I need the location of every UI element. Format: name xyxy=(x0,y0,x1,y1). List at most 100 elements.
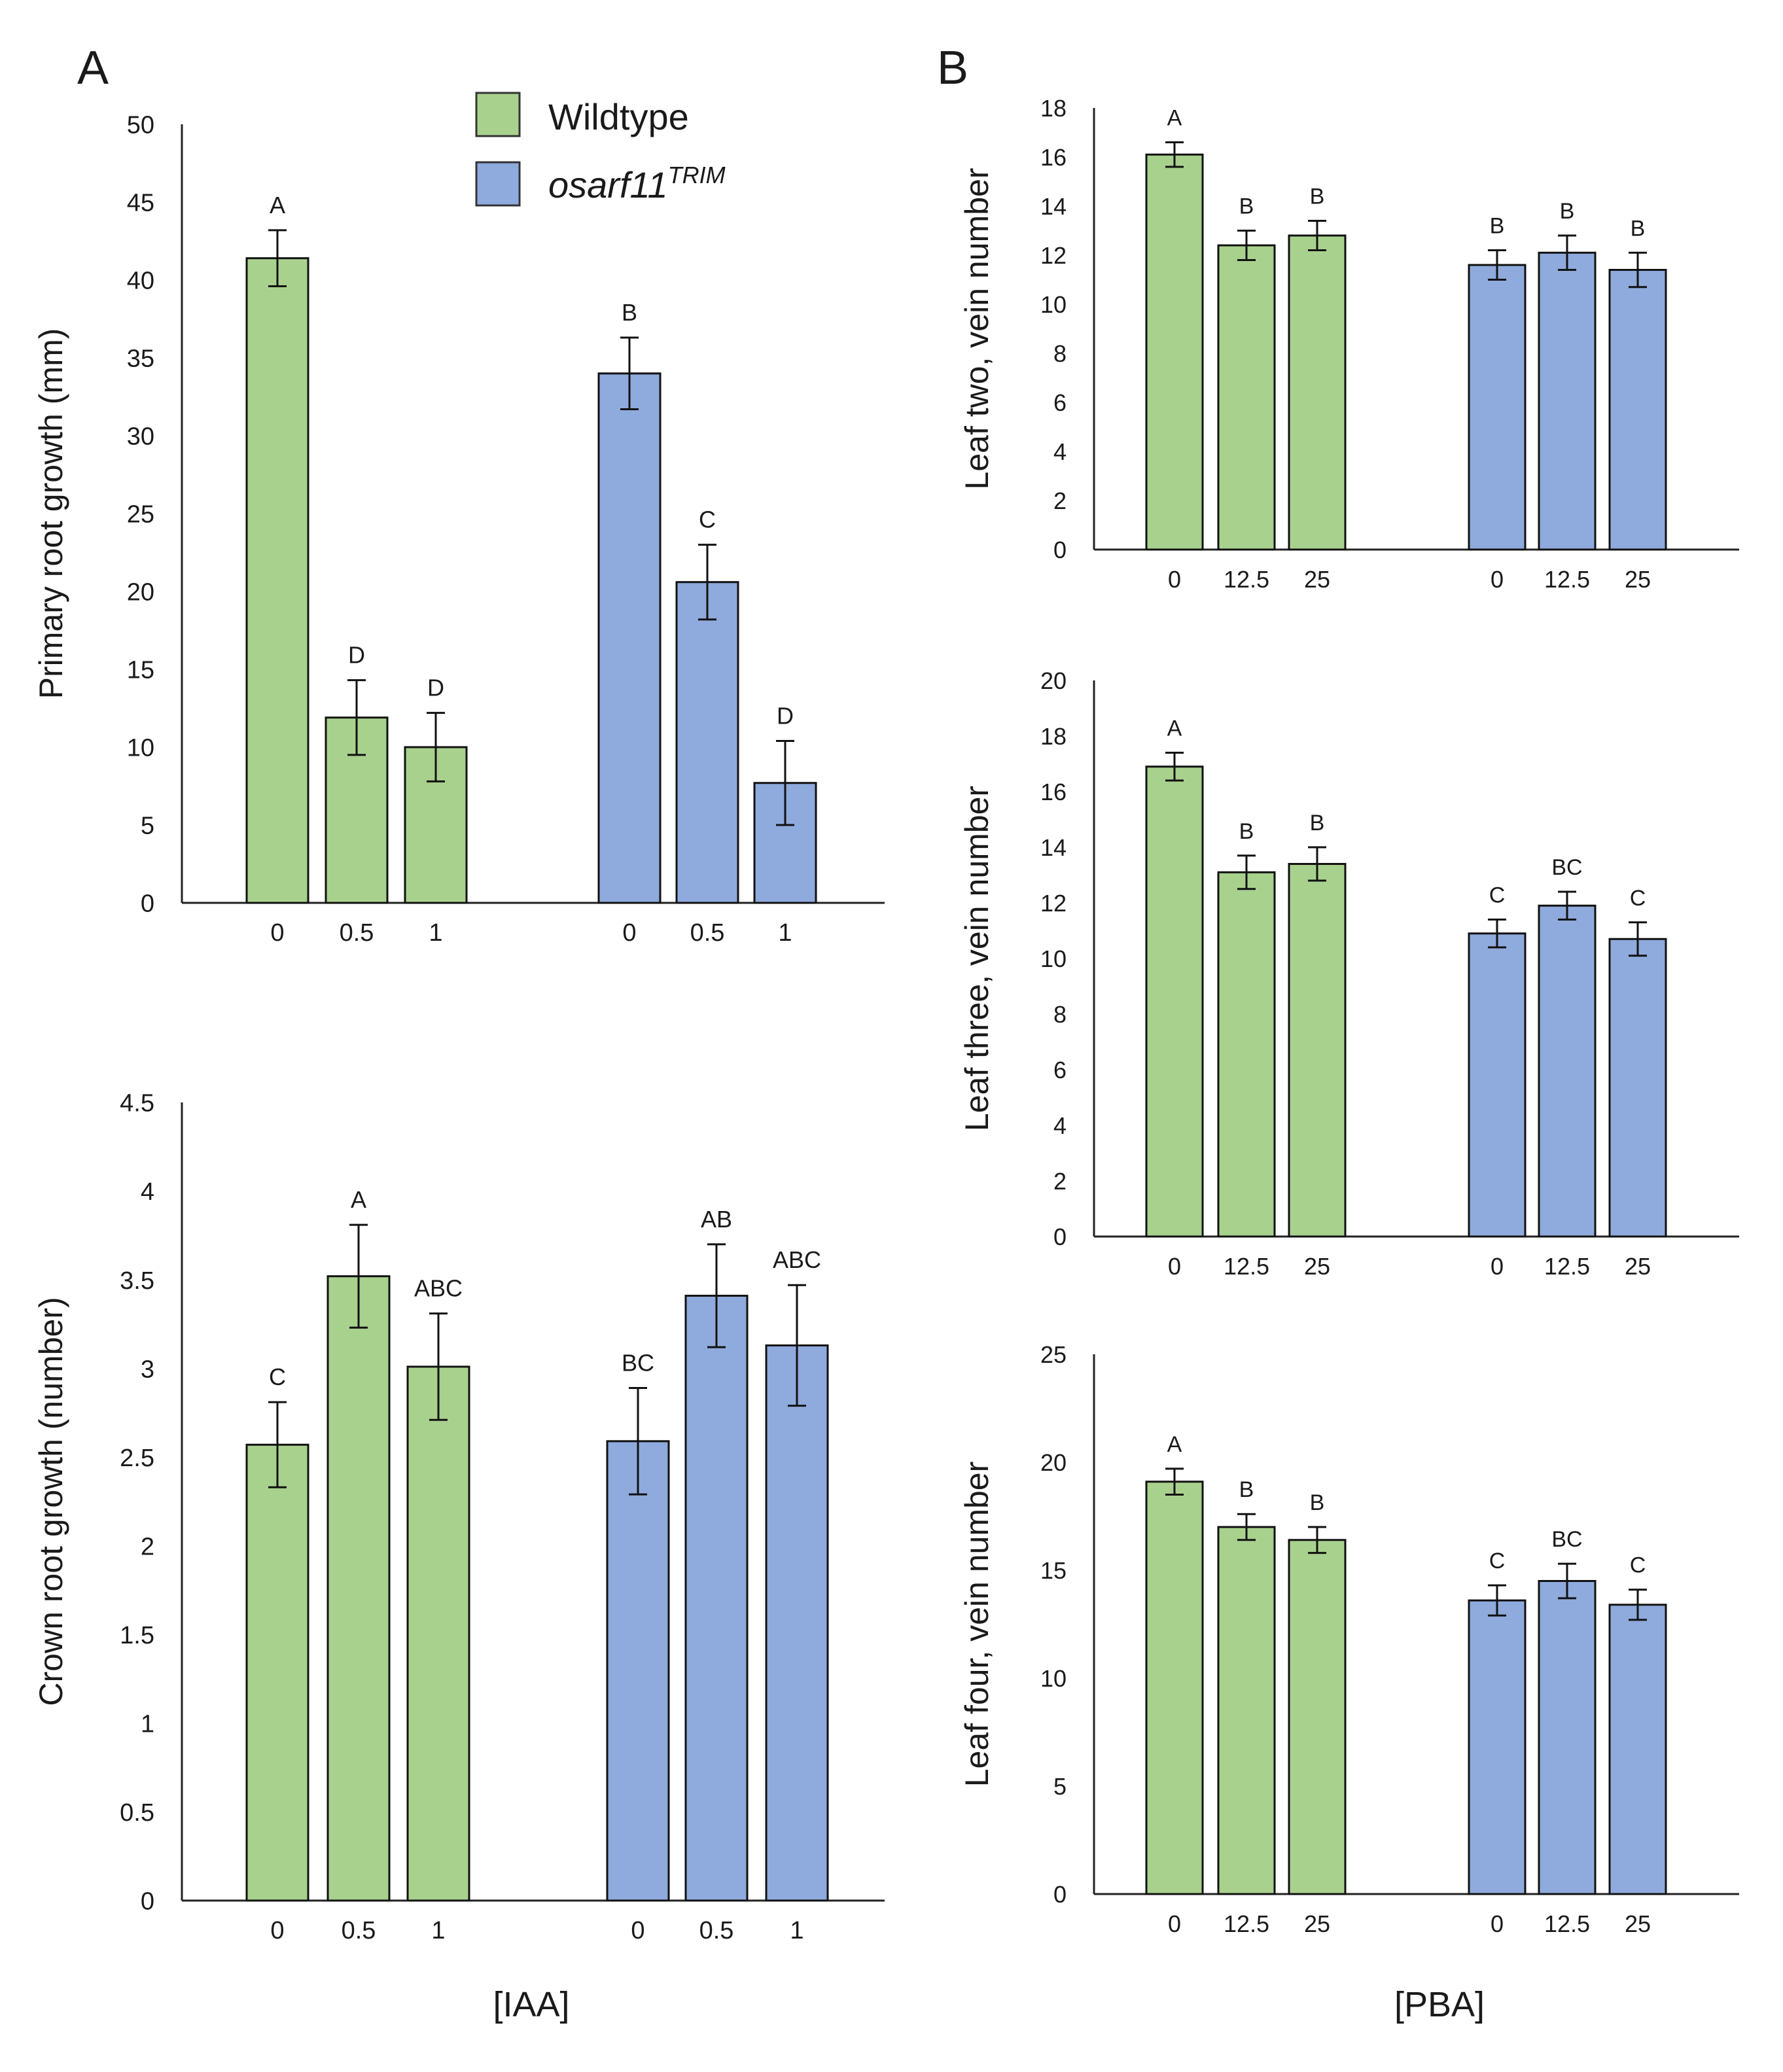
significance-letter: A xyxy=(1167,106,1182,131)
significance-letter: C xyxy=(1630,886,1646,911)
x-tick-label: 0 xyxy=(270,919,284,947)
bar xyxy=(684,1295,749,1902)
x-tick-label: 0 xyxy=(622,919,636,947)
bar xyxy=(1288,234,1347,551)
significance-letter: A xyxy=(1167,1432,1182,1457)
significance-letter: B xyxy=(1310,811,1325,835)
x-tick-label: 1 xyxy=(778,919,792,947)
y-tick-label: 6 xyxy=(1053,1057,1067,1083)
y-tick-label: 4.5 xyxy=(120,1090,154,1117)
legend-label-mutant: osarf11TRIM xyxy=(548,162,726,205)
x-tick-label: 0 xyxy=(1168,1253,1181,1280)
significance-letter: C xyxy=(1630,1553,1646,1578)
y-tick-label: 2 xyxy=(141,1533,154,1560)
y-tick-label: 1 xyxy=(141,1711,154,1738)
y-tick-label: 18 xyxy=(1040,723,1067,750)
significance-letter: A xyxy=(1167,716,1182,741)
significance-letter: B xyxy=(622,299,637,326)
bar xyxy=(406,1365,470,1902)
bar xyxy=(1217,871,1276,1238)
chart-crown-root: 0 0.5 1 1.5 2 2.5 3 3.5 4 4.5 Crown root growth (n… xyxy=(33,1090,885,1944)
y-tick-label: 2.5 xyxy=(120,1445,154,1472)
significance-letter: B xyxy=(1560,199,1575,224)
significance-letter: AB xyxy=(701,1206,732,1233)
y-tick-label: 8 xyxy=(1053,340,1067,367)
y-tick-label: 5 xyxy=(1053,1773,1067,1800)
x-tick-label: 0.5 xyxy=(690,919,725,947)
significance-letter: C xyxy=(1489,883,1506,908)
y-tick-label: 4 xyxy=(141,1178,154,1206)
significance-letter: C xyxy=(1489,1549,1506,1573)
panel-label-b: B xyxy=(937,42,968,94)
panel-label-a: A xyxy=(77,42,109,94)
y-tick-label: 16 xyxy=(1040,144,1067,171)
x-tick-label: 0.5 xyxy=(342,1917,376,1944)
x-tick-label: 0 xyxy=(631,1917,644,1944)
x-tick-label: 0.5 xyxy=(699,1917,734,1944)
bar xyxy=(1468,1599,1527,1895)
x-tick-label: 1 xyxy=(431,1917,445,1944)
bar xyxy=(327,1275,391,1902)
y-tick-label: 10 xyxy=(1040,1665,1067,1692)
x-tick-label: 25 xyxy=(1304,1253,1330,1280)
y-tick-label: 10 xyxy=(1040,291,1067,318)
y-tick-label: 12 xyxy=(1040,890,1067,917)
bar xyxy=(1288,1539,1347,1895)
y-tick-label: 35 xyxy=(127,345,154,373)
significance-letter: B xyxy=(1310,184,1325,209)
significance-letter: B xyxy=(1631,216,1646,241)
y-tick-label: 1.5 xyxy=(120,1622,154,1649)
significance-letter: D xyxy=(427,675,444,701)
x-tick-label: 0 xyxy=(1491,1910,1504,1937)
bar xyxy=(245,1443,309,1902)
legend-label-mutant-sup: TRIM xyxy=(668,162,726,188)
x-tick-label: 25 xyxy=(1625,566,1651,593)
x-tick-label: 25 xyxy=(1625,1253,1651,1280)
bar xyxy=(1538,251,1597,551)
y-tick-label: 16 xyxy=(1040,779,1067,805)
bar xyxy=(1217,244,1276,551)
x-tick-label: 0 xyxy=(1168,566,1181,593)
y-tick-label: 3.5 xyxy=(120,1267,154,1295)
x-tick-label: 0 xyxy=(1491,1253,1504,1280)
y-axis-title: Primary root growth (mm) xyxy=(33,328,69,699)
y-tick-label: 4 xyxy=(1053,1112,1067,1139)
bar xyxy=(675,581,739,904)
y-tick-label: 20 xyxy=(1040,667,1067,694)
y-tick-label: 20 xyxy=(1040,1449,1067,1476)
y-tick-label: 4 xyxy=(1053,438,1067,465)
y-tick-label: 25 xyxy=(1040,1341,1067,1368)
significance-letter: BC xyxy=(622,1349,654,1376)
significance-letter: ABC xyxy=(773,1246,821,1273)
bar xyxy=(1145,153,1204,551)
bar xyxy=(1217,1526,1276,1895)
x-tick-label: 0.5 xyxy=(340,919,374,947)
legend: Wildtype osarf11TRIM xyxy=(475,92,726,207)
x-tick-label: 0 xyxy=(270,1917,284,1944)
legend-swatch-mutant xyxy=(475,161,521,207)
y-tick-label: 30 xyxy=(127,423,154,451)
x-tick-label: 25 xyxy=(1304,1910,1330,1937)
bar xyxy=(606,1440,670,1902)
bar xyxy=(765,1344,829,1902)
y-tick-label: 2 xyxy=(1053,487,1067,514)
bar xyxy=(1468,264,1527,551)
y-tick-label: 20 xyxy=(127,579,154,606)
y-tick-label: 5 xyxy=(141,813,154,840)
significance-letter: B xyxy=(1239,819,1254,844)
y-tick-label: 10 xyxy=(127,735,154,762)
y-axis-title: Leaf three, vein number xyxy=(959,786,995,1131)
y-tick-label: 6 xyxy=(1053,389,1067,416)
y-axis-title: Leaf four, vein number xyxy=(959,1462,995,1787)
legend-label-mutant-name: osarf11 xyxy=(548,164,668,205)
y-tick-label: 45 xyxy=(127,190,154,217)
bar xyxy=(1608,938,1667,1238)
y-tick-label: 0 xyxy=(141,1888,154,1916)
y-tick-label: 14 xyxy=(1040,193,1067,220)
x-tick-label: 12.5 xyxy=(1544,566,1590,593)
chart-leaf-two: 0 2 4 6 8 10 12 14 16 18 Leaf two, vein number A 0 B 1… xyxy=(959,95,1739,593)
x-tick-label: 0 xyxy=(1491,566,1504,593)
bar xyxy=(1145,1481,1204,1895)
significance-letter: D xyxy=(777,702,794,729)
